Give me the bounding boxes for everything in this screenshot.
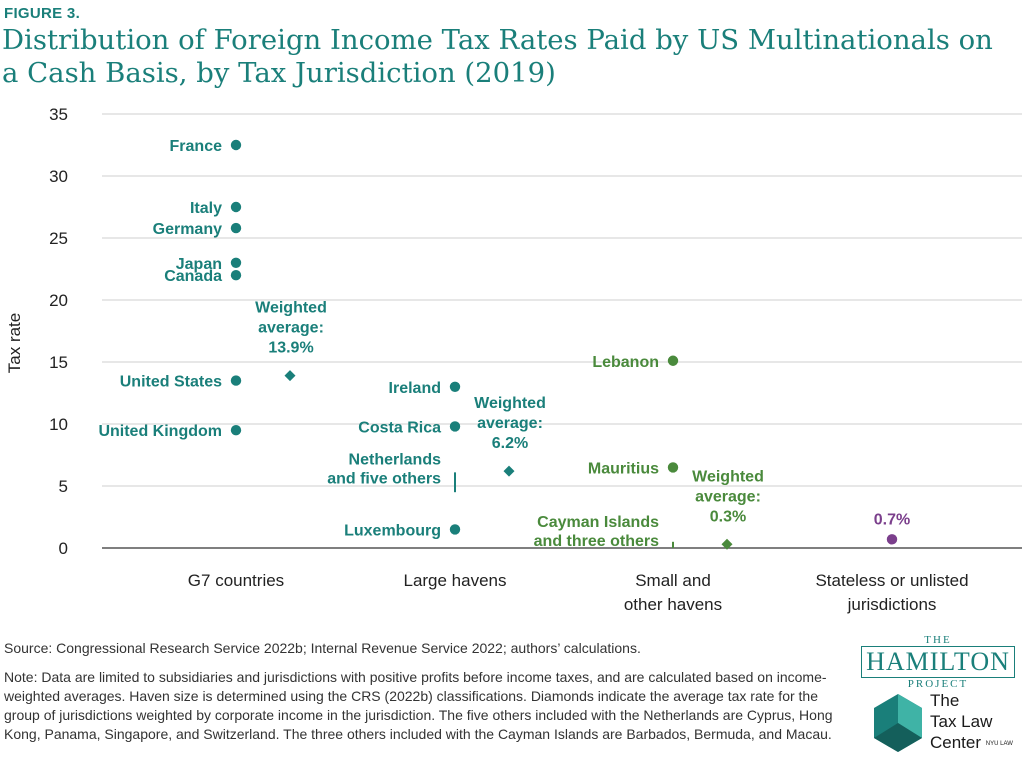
chart-title: Distribution of Foreign Income Tax Rates…	[2, 24, 993, 89]
data-point	[667, 355, 679, 366]
data-point	[230, 201, 242, 213]
tax-law-center-logo: The Tax Law Center NYU LAW	[870, 690, 1020, 760]
y-tick-label: 35	[49, 105, 68, 124]
scatter-chart: 0 5 10 15 20 25 30 35 Tax rate G7 countries Large …	[5, 105, 1022, 614]
hexagon-logo-icon	[874, 694, 922, 752]
logo-text-hamilton: HAMILTON	[861, 646, 1015, 678]
weighted-average-label: average:	[258, 320, 324, 337]
data-label: and five others	[327, 470, 441, 487]
x-category-label: other havens	[624, 595, 722, 614]
y-tick-label: 20	[49, 291, 68, 310]
data-label: United States	[120, 374, 222, 391]
logo-text-the: THE	[924, 634, 952, 646]
data-label: Mauritius	[588, 460, 659, 477]
weighted-average-label: 0.3%	[710, 508, 746, 525]
footnote: Note: Data are limited to subsidiaries a…	[4, 669, 833, 742]
data-label: and three others	[534, 533, 659, 550]
logo-text-tax-law: Tax Law	[930, 712, 993, 731]
y-axis-label: Tax rate	[5, 313, 24, 373]
weighted-average-label: 13.9%	[268, 340, 313, 357]
data-point	[886, 534, 898, 545]
logo-text-nyu-law: NYU LAW	[985, 740, 1013, 747]
data-label: Costa Rica	[358, 419, 441, 436]
y-tick-label: 15	[49, 353, 68, 372]
weighted-average-label: Weighted	[255, 300, 327, 317]
weighted-average-diamond	[721, 538, 733, 550]
data-point	[230, 425, 242, 436]
y-tick-label: 5	[59, 477, 68, 496]
figure-label: FIGURE 3.	[4, 5, 81, 22]
data-point	[667, 462, 679, 473]
data-point	[230, 257, 242, 268]
x-category-label: Large havens	[403, 571, 506, 590]
logo-text-center: Center	[930, 733, 982, 752]
data-label: 0.7%	[874, 511, 910, 528]
y-tick-label: 25	[49, 229, 68, 248]
y-tick-label: 10	[49, 415, 68, 434]
x-category-label: Small and	[635, 571, 711, 590]
data-label: Netherlands	[349, 451, 442, 468]
logo-text-the-tlc: The	[930, 691, 960, 710]
data-point	[449, 421, 461, 432]
data-label: Canada	[164, 268, 222, 285]
logo-text-project: PROJECT	[907, 678, 969, 690]
weighted-average-diamond	[284, 370, 296, 382]
weighted-average-label: 6.2%	[492, 435, 528, 452]
data-point	[230, 222, 242, 234]
weighted-average-label: Weighted	[692, 468, 764, 485]
data-label: Lebanon	[592, 354, 659, 371]
data-point	[230, 375, 242, 386]
weighted-average-label: average:	[477, 415, 543, 432]
weighted-average-label: Weighted	[474, 395, 546, 412]
data-label: Cayman Islands	[537, 514, 659, 531]
x-category-label: Stateless or unlisted	[815, 571, 968, 590]
data-label: United Kingdom	[98, 423, 222, 440]
data-point	[449, 524, 461, 535]
data-point	[449, 381, 461, 392]
x-category-label: G7 countries	[188, 571, 284, 590]
weighted-average-diamond	[503, 465, 515, 477]
x-category-label: jurisdictions	[847, 595, 937, 614]
data-label: Japan	[176, 256, 222, 273]
data-label: Germany	[153, 221, 222, 238]
data-point	[230, 139, 242, 151]
data-label: France	[170, 138, 223, 155]
data-label: Luxembourg	[344, 522, 441, 539]
y-tick-label: 30	[49, 167, 68, 186]
y-tick-label: 0	[59, 539, 68, 558]
data-label: Ireland	[389, 380, 441, 397]
source-note: Source: Congressional Research Service 2…	[4, 640, 641, 656]
weighted-average-label: average:	[695, 488, 761, 505]
data-point	[230, 270, 242, 281]
data-label: Italy	[190, 200, 222, 217]
hamilton-project-logo: THE HAMILTON PROJECT	[858, 634, 1018, 690]
